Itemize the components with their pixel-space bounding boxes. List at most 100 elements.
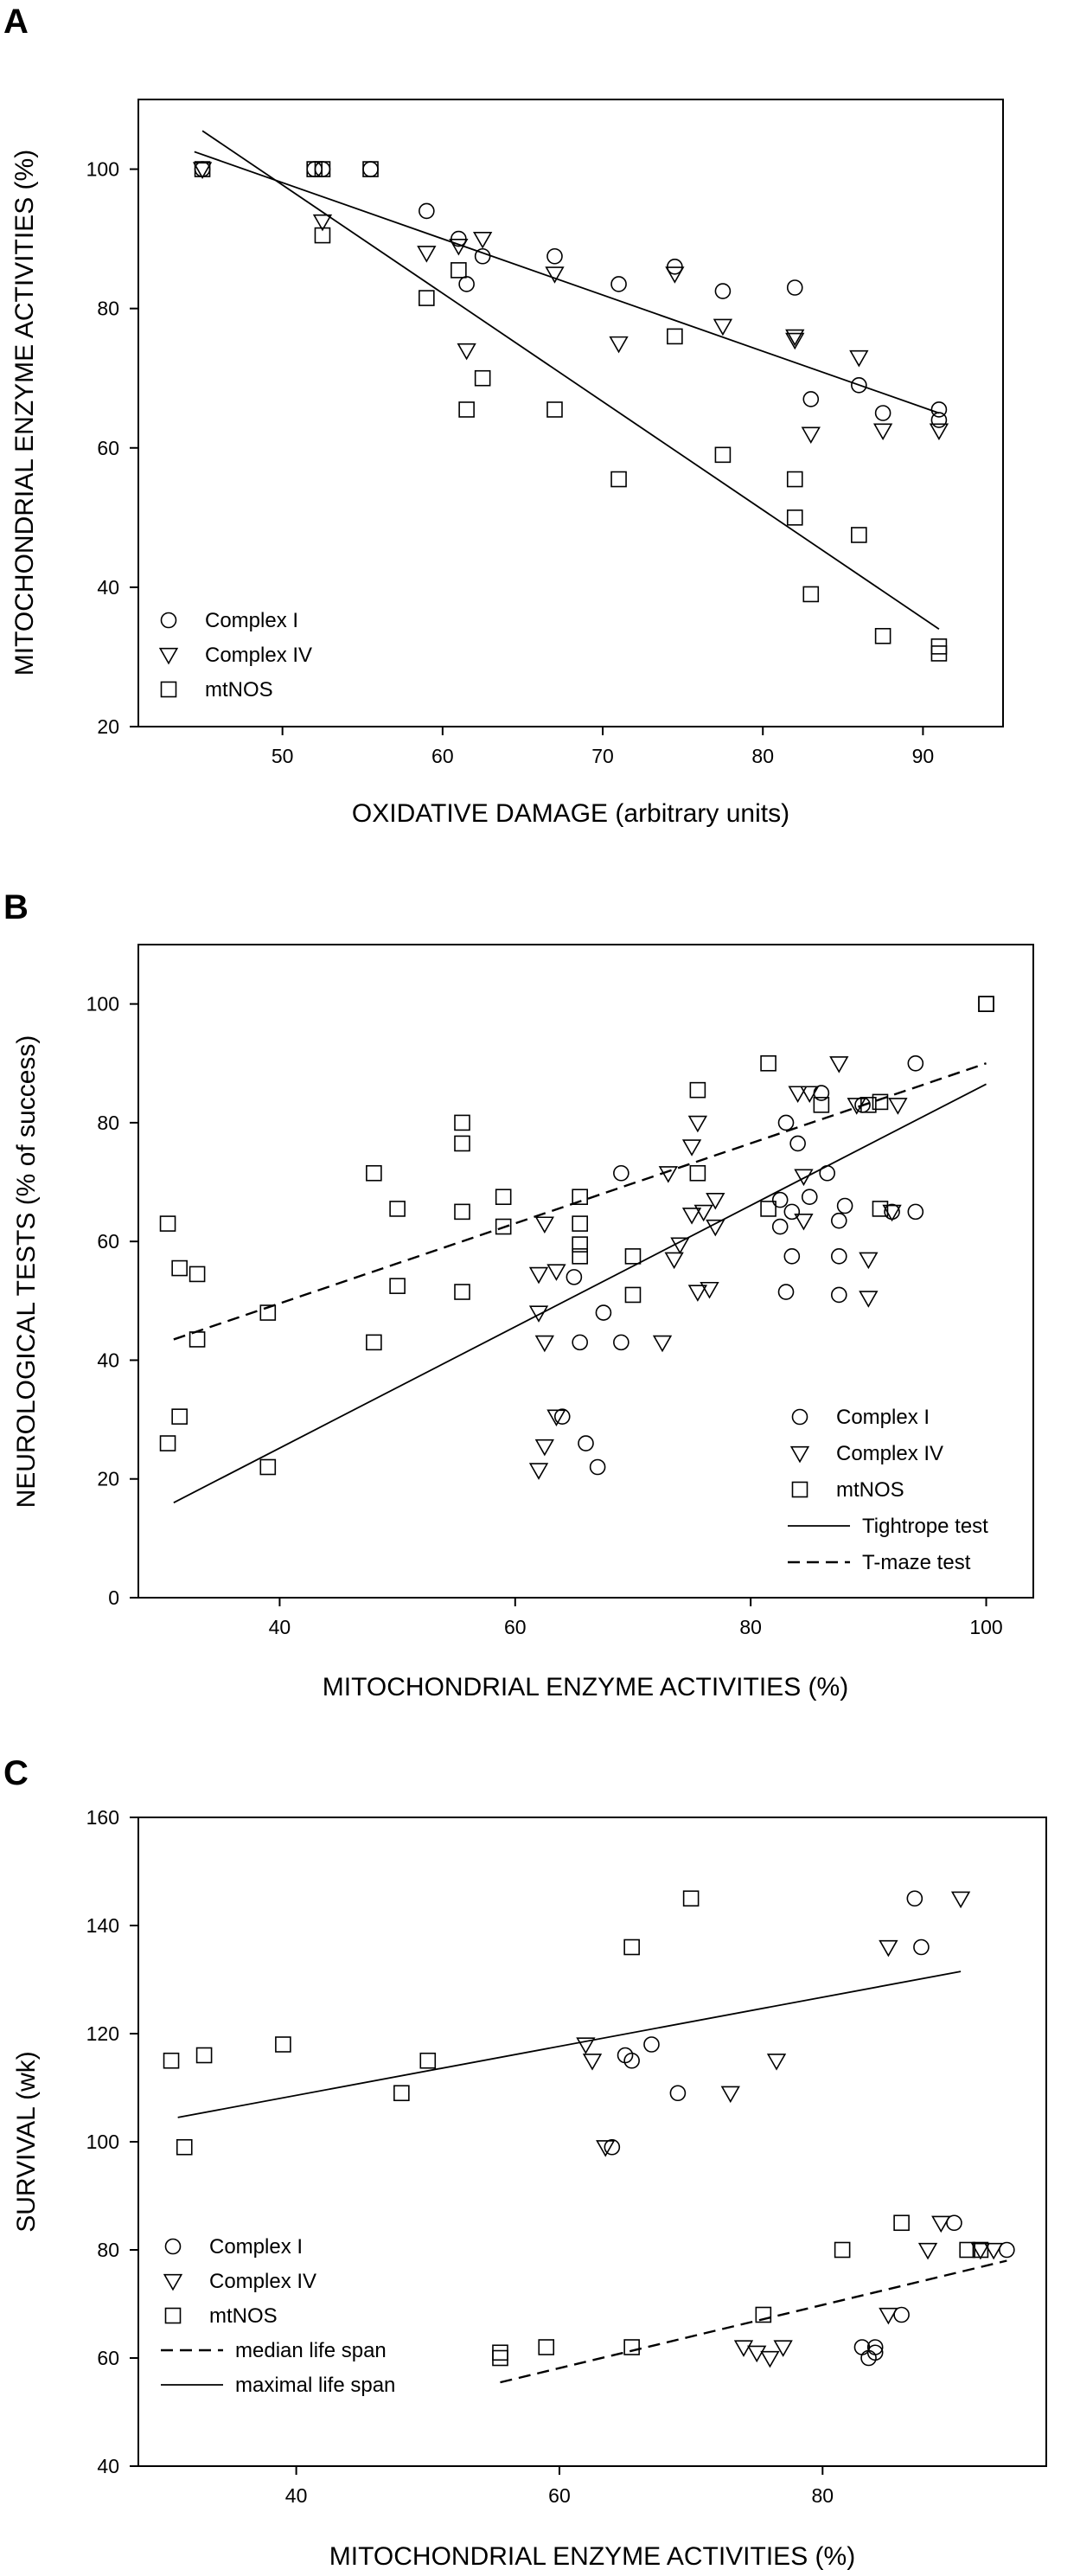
data-point: [849, 349, 869, 368]
data-point: [830, 1212, 847, 1229]
data-point: [658, 1166, 678, 1183]
data-point: [595, 1304, 612, 1321]
y-tick-label: 0: [108, 1586, 119, 1609]
data-point: [813, 1097, 830, 1113]
data-point: [687, 1115, 708, 1133]
data-point: [576, 2037, 596, 2054]
data-point: [419, 290, 435, 306]
panel-letter: C: [3, 1754, 29, 1792]
legend-label: Tightrope test: [862, 1515, 988, 1538]
x-tick-label: 70: [591, 745, 614, 767]
data-point: [176, 2138, 193, 2156]
legend-marker: [791, 1481, 808, 1498]
plot-frame: [137, 944, 1034, 1599]
x-tick-label: 60: [548, 2484, 571, 2507]
tick-group: 40 60 80 40 60 80 100 120 140 160: [86, 1806, 834, 2507]
legend-label: mtNOS: [205, 678, 273, 702]
data-point: [492, 2344, 508, 2361]
data-point: [495, 1218, 512, 1235]
fit-line: [201, 130, 940, 630]
fit-line: [500, 2259, 1007, 2384]
data-point: [159, 1215, 176, 1232]
data-point: [613, 1334, 629, 1351]
data-point: [492, 2349, 508, 2367]
data-point: [860, 2349, 877, 2367]
data-point: [670, 1237, 690, 1255]
data-point: [893, 2214, 910, 2232]
data-point: [907, 1054, 924, 1072]
data-point: [259, 1304, 277, 1321]
data-point: [794, 1214, 814, 1231]
data-point: [314, 161, 331, 177]
legend-label: Complex IV: [205, 644, 312, 667]
data-point: [457, 343, 476, 361]
data-point: [830, 1248, 847, 1265]
fit-line-group: [194, 130, 940, 630]
data-point: [617, 2047, 634, 2064]
legend: Complex I Complex IV mtNOS median life span…: [161, 2235, 395, 2397]
fit-line: [194, 151, 940, 414]
data-point: [194, 161, 211, 177]
data-point: [572, 1248, 588, 1265]
data-point: [879, 1939, 898, 1958]
data-point: [613, 1164, 629, 1182]
data-point: [794, 1169, 814, 1187]
data-point: [538, 2339, 555, 2355]
data-point: [623, 2052, 640, 2069]
legend-label: maximal life span: [235, 2374, 395, 2397]
data-point: [687, 1285, 708, 1302]
legend-label: Complex I: [205, 609, 298, 632]
y-tick-label: 60: [97, 2347, 119, 2369]
data-point: [950, 1891, 971, 1909]
y-tick-label: 80: [97, 298, 119, 320]
panel-letter: B: [3, 888, 29, 926]
x-tick-label: 80: [751, 745, 774, 767]
data-point: [879, 2307, 898, 2325]
data-point: [259, 1458, 277, 1476]
data-point: [801, 1189, 818, 1206]
data-point: [999, 2241, 1015, 2259]
panel-letter: A: [3, 3, 29, 41]
panel-c: C 40 60 80 40 60 80 100 120 140 160 MITOCHONDRIAL…: [3, 1754, 1047, 2571]
data-point: [314, 227, 331, 244]
point-group: [192, 161, 949, 662]
data-point: [534, 1335, 554, 1353]
data-point: [872, 1201, 889, 1217]
data-point: [474, 369, 491, 387]
y-tick-label: 60: [97, 437, 119, 459]
legend-marker: [164, 2238, 182, 2255]
data-point: [785, 329, 805, 347]
data-point: [623, 2339, 640, 2355]
x-tick-label: 60: [504, 1616, 527, 1638]
data-point: [800, 1086, 820, 1103]
data-point: [454, 1114, 470, 1131]
data-point: [472, 231, 493, 249]
data-point: [582, 2054, 603, 2071]
legend-label: median life span: [235, 2339, 387, 2362]
data-point: [777, 1114, 795, 1131]
data-point: [929, 423, 949, 441]
x-tick-label: 50: [272, 745, 294, 767]
data-point: [785, 332, 805, 350]
data-point: [189, 1331, 206, 1348]
data-point: [669, 2085, 687, 2102]
data-point: [771, 1218, 789, 1235]
data-point: [681, 1208, 702, 1225]
x-tick-label: 90: [912, 745, 935, 767]
y-tick-label: 160: [86, 1806, 119, 1829]
data-point: [624, 1248, 642, 1265]
data-point: [851, 527, 867, 543]
legend-marker: [158, 647, 179, 665]
data-point: [589, 1458, 606, 1476]
data-point: [866, 2344, 884, 2361]
data-point: [859, 1291, 879, 1308]
data-point: [572, 1334, 588, 1351]
data-point: [458, 276, 475, 292]
y-tick-label: 100: [86, 993, 119, 1016]
y-tick-label: 20: [97, 1468, 119, 1490]
data-point: [907, 1203, 924, 1221]
data-point: [970, 2242, 991, 2260]
legend-label: Complex IV: [209, 2270, 316, 2293]
data-point: [802, 586, 820, 603]
fit-line-group: [177, 1970, 1007, 2384]
